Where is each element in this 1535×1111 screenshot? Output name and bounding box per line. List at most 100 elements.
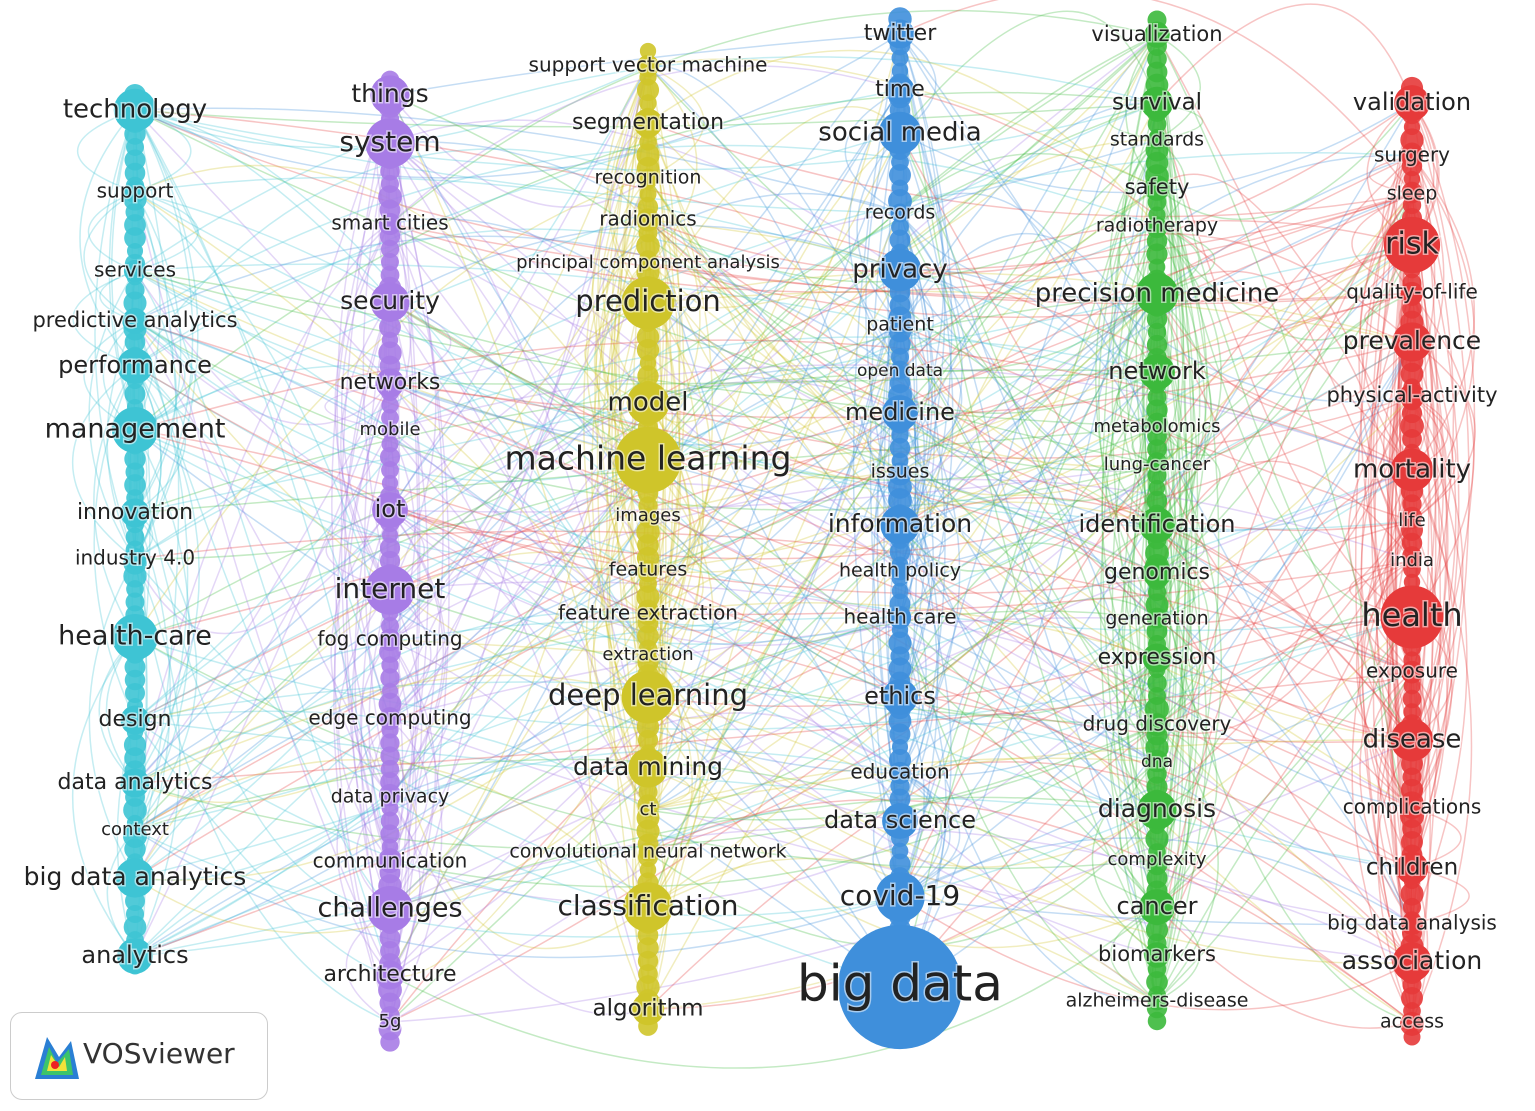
edge	[899, 542, 1158, 620]
edge	[1156, 524, 1413, 684]
edge	[899, 33, 953, 619]
edge	[134, 471, 901, 831]
edge	[647, 293, 1158, 479]
edge	[134, 759, 649, 908]
edge	[1156, 524, 1210, 726]
node	[636, 602, 660, 626]
edge	[1156, 906, 1201, 1002]
node	[1400, 912, 1424, 936]
edge	[134, 89, 901, 367]
edge	[1156, 34, 1413, 562]
edge	[389, 382, 1158, 763]
edge	[389, 412, 901, 720]
node	[640, 802, 656, 818]
edge	[134, 109, 199, 560]
edge	[899, 33, 1158, 956]
node-label: prevalence	[1343, 326, 1481, 355]
node	[1144, 22, 1170, 48]
edge	[647, 219, 1158, 468]
edge	[389, 639, 417, 976]
node-label: complexity	[1108, 849, 1207, 870]
edge	[108, 109, 136, 431]
edge	[134, 109, 391, 720]
node	[372, 492, 408, 528]
node-label: alzheimers-disease	[1066, 990, 1249, 1012]
edge	[389, 301, 1158, 482]
edge	[647, 739, 1413, 811]
edge	[647, 132, 901, 769]
edge	[606, 65, 649, 1010]
edge	[647, 271, 1413, 343]
edge	[899, 139, 1158, 214]
edge	[389, 429, 1413, 925]
edge	[134, 244, 1413, 514]
edge	[1156, 225, 1413, 341]
edge	[647, 459, 714, 769]
edge	[134, 109, 1413, 272]
node	[123, 547, 147, 571]
node	[120, 705, 150, 735]
edge	[647, 324, 901, 769]
edge	[1156, 193, 1413, 456]
edge	[79, 109, 136, 367]
node-label: access	[1380, 1011, 1444, 1033]
edge	[647, 560, 1413, 708]
edge	[389, 724, 1158, 888]
node-label: data science	[824, 806, 976, 834]
node-label: mortality	[1353, 455, 1471, 485]
edge	[591, 177, 649, 769]
edge	[1411, 102, 1438, 741]
edge	[134, 339, 1413, 471]
edge	[134, 270, 391, 511]
node-label: predictive analytics	[32, 308, 237, 332]
edge	[1411, 292, 1457, 741]
edge	[134, 365, 1413, 869]
node-label: performance	[58, 351, 212, 379]
edge	[899, 324, 1158, 763]
node-label: education	[850, 760, 949, 784]
node	[127, 822, 143, 838]
edge	[899, 341, 1413, 777]
edge	[865, 89, 901, 526]
edge	[899, 371, 1158, 572]
edge	[134, 109, 901, 214]
node-label: social media	[818, 118, 981, 148]
edge	[1370, 102, 1413, 869]
node	[123, 259, 147, 283]
edge	[134, 109, 1158, 466]
edge	[334, 223, 391, 591]
node	[1394, 85, 1430, 121]
edge	[354, 429, 391, 910]
edge	[389, 142, 649, 769]
edge	[899, 192, 1158, 466]
edge	[336, 718, 391, 976]
edge	[88, 558, 136, 879]
node-label: technology	[63, 95, 207, 125]
edge	[389, 94, 421, 1023]
node	[365, 118, 415, 168]
edge	[134, 320, 391, 426]
edge	[134, 244, 1413, 831]
edge	[647, 426, 1158, 573]
edge	[389, 402, 649, 863]
edge	[134, 191, 161, 431]
edge	[134, 366, 901, 784]
node-label: deep learning	[548, 678, 748, 712]
edge	[134, 56, 1158, 272]
edge	[1156, 102, 1185, 574]
edge	[647, 33, 901, 615]
edge	[1111, 293, 1158, 908]
edge	[134, 94, 391, 784]
edge	[134, 228, 901, 367]
node	[636, 54, 660, 78]
edge	[340, 94, 391, 976]
edge	[1411, 867, 1470, 925]
edge	[134, 796, 391, 881]
minor-node	[381, 656, 399, 674]
edge	[1358, 155, 1413, 562]
edge	[647, 219, 1413, 673]
edge	[1156, 572, 1413, 1023]
edge	[134, 341, 1413, 879]
edge	[1156, 187, 1195, 620]
edge	[1360, 395, 1413, 741]
